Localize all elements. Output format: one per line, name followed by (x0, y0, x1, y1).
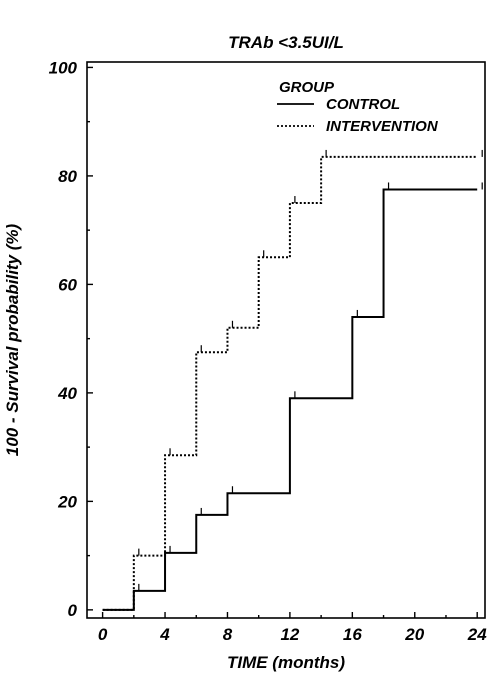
series-line-control (102, 188, 478, 611)
x-tick-label: 0 (98, 625, 108, 644)
chart-title: TRAb <3.5UI/L (228, 33, 344, 52)
x-tick-label: 8 (223, 625, 233, 644)
x-axis-ticks: 0 4 8 12 16 20 24 (98, 612, 487, 644)
y-tick-label: 0 (68, 601, 78, 620)
x-tick-label: 20 (404, 625, 424, 644)
legend-label-control: CONTROL (326, 96, 400, 113)
legend-label-intervention: INTERVENTION (326, 118, 439, 135)
x-tick-label: 12 (280, 625, 299, 644)
y-tick-label: 20 (57, 492, 77, 511)
series-layer (102, 149, 483, 611)
series-line-intervention (102, 155, 478, 611)
x-tick-label: 24 (467, 625, 487, 644)
legend: GROUP CONTROL INTERVENTION (277, 79, 439, 135)
x-tick-label: 4 (159, 625, 170, 644)
y-tick-label: 40 (57, 384, 77, 403)
x-tick-label: 16 (343, 625, 362, 644)
y-axis-label: 100 - Survival probability (%) (3, 223, 22, 456)
x-axis-label: TIME (months) (227, 653, 345, 672)
y-axis-ticks: 0 20 40 60 80 100 (49, 58, 93, 620)
y-tick-label: 60 (58, 275, 77, 294)
plot-frame (86, 61, 486, 619)
legend-title: GROUP (279, 79, 335, 96)
y-tick-label: 80 (58, 167, 77, 186)
y-tick-label: 100 (49, 58, 78, 77)
